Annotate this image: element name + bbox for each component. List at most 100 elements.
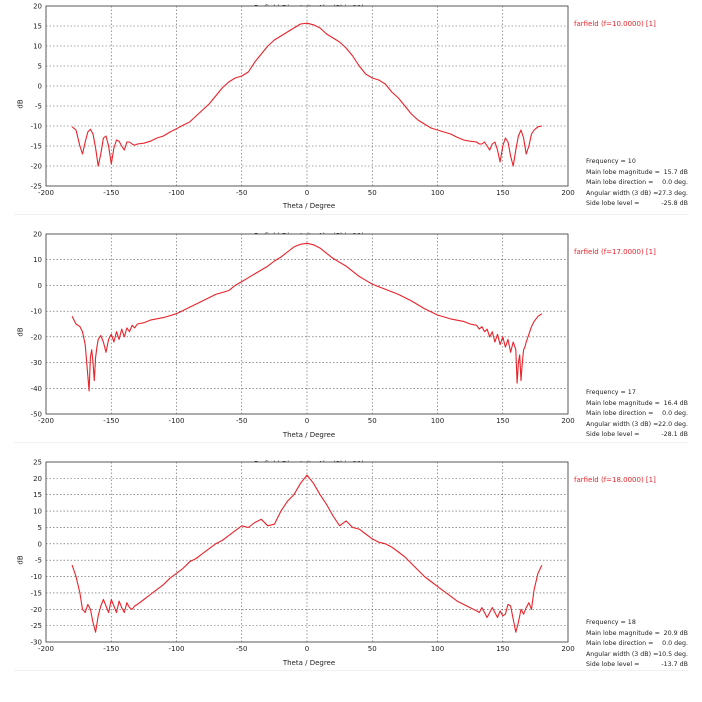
stat-label: Main lobe magnitude = xyxy=(586,168,660,176)
stat-value: -28.1 dB xyxy=(661,431,688,438)
x-tick-label: 100 xyxy=(431,645,444,653)
x-tick-label: -150 xyxy=(103,417,119,425)
y-tick-label: 20 xyxy=(33,3,42,11)
legend-entry: farfield (f=17.0000) [1] xyxy=(574,248,656,256)
y-tick-label: 15 xyxy=(33,491,42,499)
y-tick-label: 10 xyxy=(33,508,42,516)
x-tick-label: -100 xyxy=(169,645,185,653)
y-axis-label: dB xyxy=(16,327,25,337)
y-tick-label: -50 xyxy=(31,411,42,419)
y-tick-label: -30 xyxy=(31,359,42,367)
stat-value: 0.0 deg. xyxy=(662,179,688,186)
y-tick-label: 0 xyxy=(38,282,42,290)
x-axis-label: Theta / Degree xyxy=(282,431,336,439)
y-tick-label: -20 xyxy=(31,163,42,171)
stat-label: Frequency = 18 xyxy=(586,619,636,626)
stat-value: 0.0 deg. xyxy=(662,410,688,417)
stat-row: Angular width (3 dB) = 10.5 deg. xyxy=(586,650,688,661)
legend-entry: farfield (f=10.0000) [1] xyxy=(574,20,656,28)
stat-row: Main lobe magnitude = 16.4 dB xyxy=(586,399,688,410)
x-tick-label: 0 xyxy=(305,189,309,197)
x-tick-label: 0 xyxy=(305,645,309,653)
stat-row: Main lobe direction = 0.0 deg. xyxy=(586,409,688,420)
stat-label: Main lobe magnitude = xyxy=(586,399,660,407)
y-tick-label: 10 xyxy=(33,43,42,51)
stat-value: 15.7 dB xyxy=(663,168,688,176)
stat-value: 0.0 deg. xyxy=(662,640,688,647)
stat-row: Main lobe magnitude = 20.9 dB xyxy=(586,629,688,640)
x-tick-label: -100 xyxy=(169,189,185,197)
stat-value xyxy=(648,618,688,629)
x-tick-label: -200 xyxy=(38,189,54,197)
stat-row: Main lobe direction = 0.0 deg. xyxy=(586,639,688,650)
chart-panel-f17: Farfield Directvity Abs (Phi=90) -200-15… xyxy=(14,228,689,443)
stat-label: Main lobe direction = xyxy=(586,179,654,186)
y-tick-label: -40 xyxy=(31,385,42,393)
plot-frame xyxy=(45,233,569,415)
y-tick-label: -20 xyxy=(31,606,42,614)
stat-row: Side lobe level = -13.7 dB xyxy=(586,660,688,671)
stats-box: Frequency = 18 Main lobe magnitude = 20.9 … xyxy=(586,618,688,671)
stat-row: Side lobe level = -28.1 dB xyxy=(586,430,688,441)
stat-value: -13.7 dB xyxy=(661,661,688,668)
series-line xyxy=(71,22,543,167)
x-tick-label: 100 xyxy=(431,189,444,197)
stat-row: Angular width (3 dB) = 22.0 deg. xyxy=(586,420,688,431)
y-tick-label: -15 xyxy=(31,589,42,597)
chart-panel-f18: Farfield Directvity Abs (Phi=90) -200-15… xyxy=(14,456,689,671)
x-tick-label: -50 xyxy=(236,645,247,653)
stat-value: 10.5 deg. xyxy=(658,650,688,658)
y-tick-label: -10 xyxy=(31,573,42,581)
x-tick-label: 100 xyxy=(431,417,444,425)
stat-label: Main lobe magnitude = xyxy=(586,629,660,637)
x-tick-label: 50 xyxy=(368,417,377,425)
stats-box: Frequency = 17 Main lobe magnitude = 16.4 … xyxy=(586,388,688,441)
series-line xyxy=(71,474,543,633)
stat-label: Angular width (3 dB) = xyxy=(586,650,659,658)
y-tick-label: 25 xyxy=(33,459,42,467)
x-tick-label: 200 xyxy=(561,645,574,653)
x-tick-label: -150 xyxy=(103,189,119,197)
y-tick-label: 20 xyxy=(33,475,42,483)
stat-value xyxy=(648,388,688,399)
x-tick-label: 150 xyxy=(496,189,509,197)
x-tick-label: 50 xyxy=(368,645,377,653)
stat-label: Frequency = 10 xyxy=(586,158,636,165)
y-tick-label: 5 xyxy=(38,524,42,532)
stats-box: Frequency = 10 Main lobe magnitude = 15.7 … xyxy=(586,157,688,210)
y-tick-label: -20 xyxy=(31,333,42,341)
y-tick-label: -10 xyxy=(31,123,42,131)
series-line xyxy=(71,242,543,392)
stat-value: 27.3 deg. xyxy=(658,189,688,197)
y-tick-label: -30 xyxy=(31,639,42,647)
plot-frame xyxy=(45,461,569,643)
x-tick-label: 50 xyxy=(368,189,377,197)
x-tick-label: -50 xyxy=(236,417,247,425)
x-tick-label: -200 xyxy=(38,417,54,425)
y-tick-label: -10 xyxy=(31,308,42,316)
x-tick-label: 200 xyxy=(561,189,574,197)
plot-frame xyxy=(45,5,569,187)
y-tick-label: -5 xyxy=(35,103,42,111)
y-axis-label: dB xyxy=(16,99,25,109)
y-tick-label: -15 xyxy=(31,143,42,151)
stat-label: Angular width (3 dB) = xyxy=(586,420,659,428)
stat-row: Side lobe level = -25.8 dB xyxy=(586,199,688,210)
stat-value: 16.4 dB xyxy=(663,399,688,407)
stat-label: Angular width (3 dB) = xyxy=(586,189,659,197)
x-axis-label: Theta / Degree xyxy=(282,202,336,210)
x-tick-label: -200 xyxy=(38,645,54,653)
stat-label: Frequency = 17 xyxy=(586,389,636,396)
chart-panel-f10: Farfield Directvity Abs (Phi=90) -200-15… xyxy=(14,0,689,215)
y-tick-label: 10 xyxy=(33,256,42,264)
stat-value: 20.9 dB xyxy=(663,629,688,637)
x-tick-label: 200 xyxy=(561,417,574,425)
stat-label: Side lobe level = xyxy=(586,661,640,668)
stat-value: 22.0 deg. xyxy=(658,420,688,428)
y-tick-label: 0 xyxy=(38,83,42,91)
stat-row: Main lobe direction = 0.0 deg. xyxy=(586,178,688,189)
y-tick-label: -5 xyxy=(35,557,42,565)
x-axis-label: Theta / Degree xyxy=(282,659,336,667)
plot-area: -200 -150 -100 -50 0 50 100 150 200-50-40-30-20-… xyxy=(31,231,575,426)
x-tick-label: 150 xyxy=(496,645,509,653)
